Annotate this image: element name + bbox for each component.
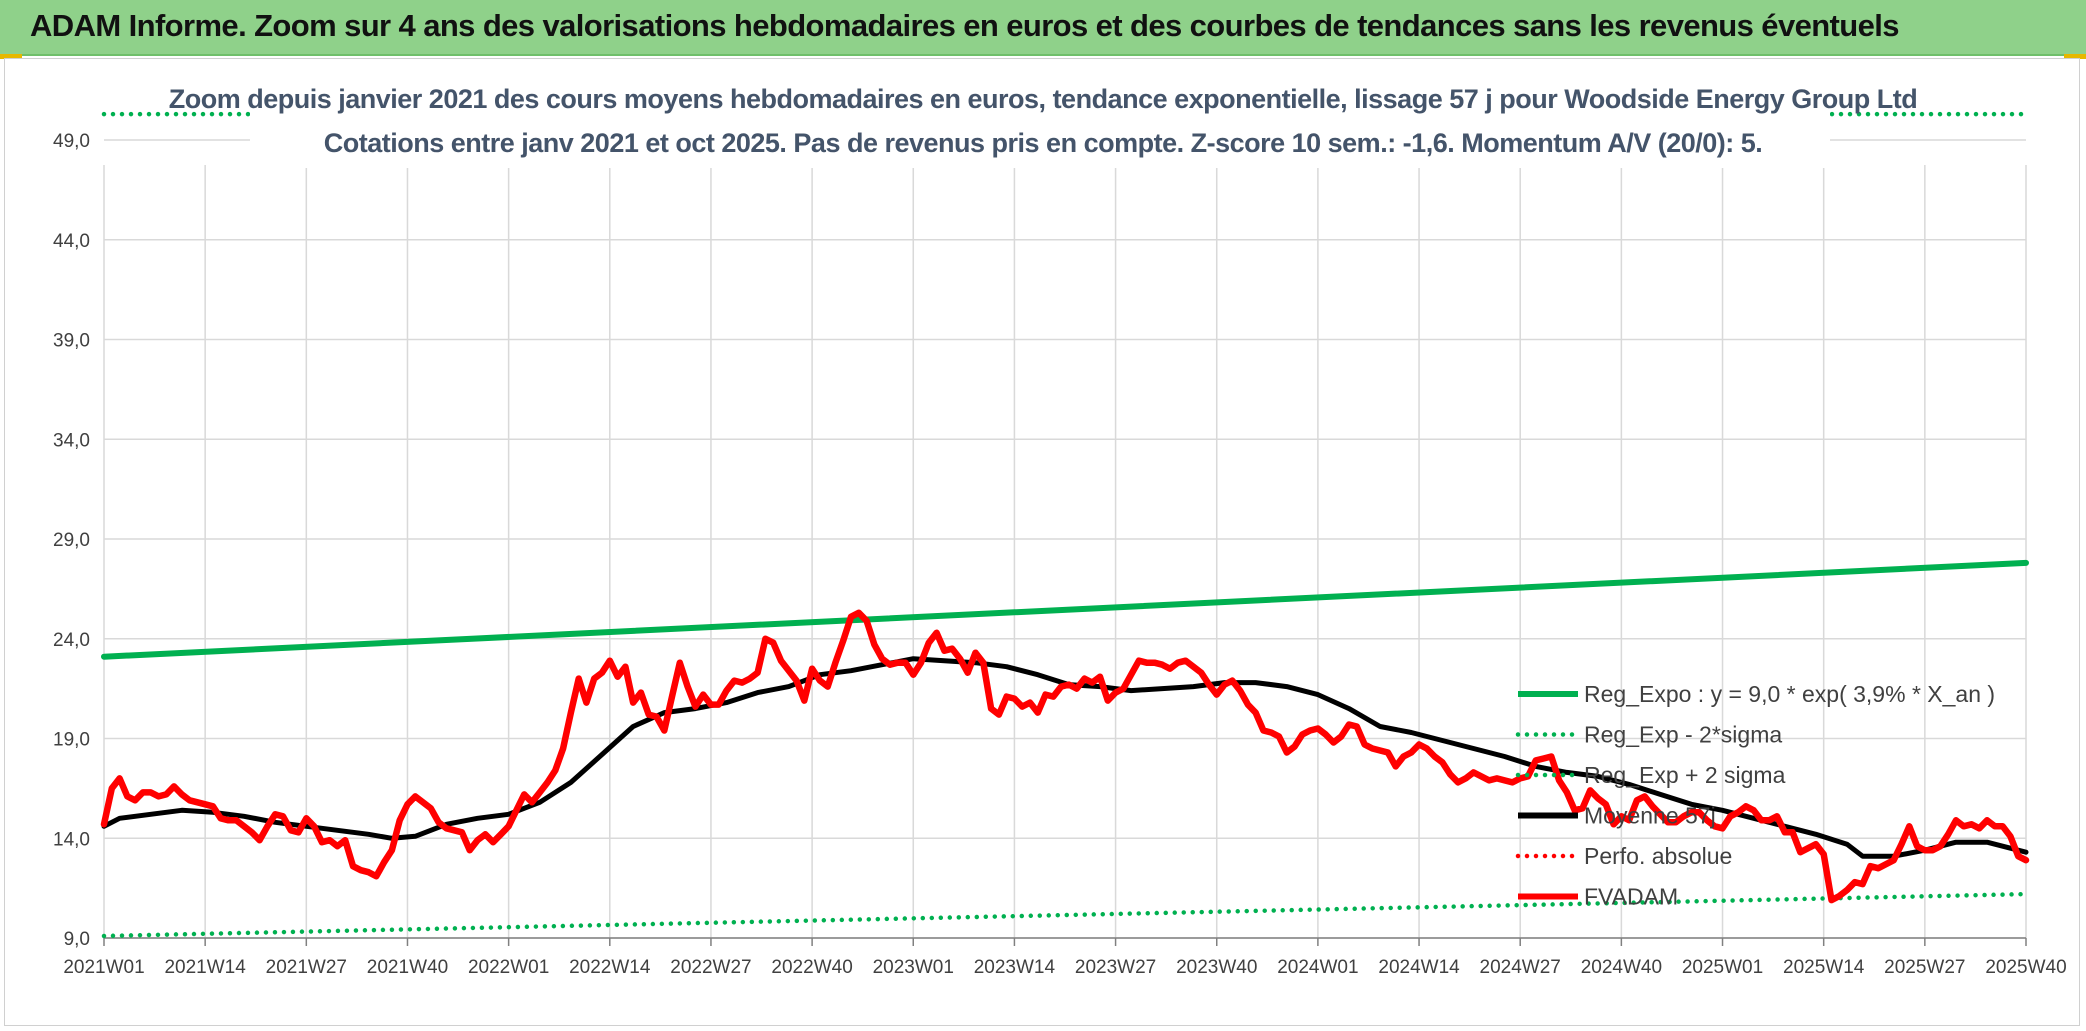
x-tick-label: 2025W14 bbox=[1783, 957, 1865, 978]
y-tick-label: 49,0 bbox=[53, 131, 90, 152]
y-axis-tick-labels: 9,0 14,0 19,0 24,0 29,0 34,0 39,0 44,0 49,0 bbox=[53, 131, 90, 950]
x-tick-label: 2024W27 bbox=[1480, 957, 1561, 978]
series-line-0 bbox=[101, 559, 2029, 660]
banner-accent-right bbox=[2064, 54, 2086, 59]
chart-title: Zoom depuis janvier 2021 des cours moyen… bbox=[168, 84, 1918, 114]
x-tick-label: 2024W14 bbox=[1378, 957, 1460, 978]
x-tick-label: 2022W40 bbox=[771, 957, 852, 978]
series-lines bbox=[100, 111, 2030, 939]
x-tick-label: 2024W40 bbox=[1581, 957, 1662, 978]
x-tick-label: 2022W14 bbox=[569, 957, 651, 978]
x-tick-label: 2021W01 bbox=[63, 957, 144, 978]
y-tick-label: 24,0 bbox=[53, 630, 90, 651]
y-tick-label: 29,0 bbox=[53, 530, 90, 551]
x-tick-label: 2025W01 bbox=[1682, 957, 1763, 978]
chart-frame bbox=[4, 58, 2080, 1026]
y-tick-label: 39,0 bbox=[53, 331, 90, 352]
series-line-5 bbox=[100, 609, 2030, 904]
x-tick-label: 2023W14 bbox=[974, 957, 1056, 978]
x-tick-label: 2021W40 bbox=[367, 957, 448, 978]
legend-label: Reg_Exp + 2 sigma bbox=[1584, 762, 1786, 788]
legend-label: FVADAM bbox=[1584, 884, 1678, 910]
y-tick-label: 44,0 bbox=[53, 231, 90, 252]
series-line-1 bbox=[101, 891, 2029, 939]
report-banner: ADAM Informe. Zoom sur 4 ans des valoris… bbox=[0, 0, 2086, 56]
x-tick-label: 2021W27 bbox=[266, 957, 347, 978]
x-tick-label: 2023W01 bbox=[873, 957, 954, 978]
title-backdrop bbox=[250, 76, 1830, 168]
x-tick-label: 2022W01 bbox=[468, 957, 549, 978]
y-tick-label: 19,0 bbox=[53, 730, 90, 751]
grid-lines bbox=[103, 139, 2027, 946]
y-tick-label: 14,0 bbox=[53, 829, 90, 850]
legend-label: Reg_Expo : y = 9,0 * exp( 3,9% * X_an ) bbox=[1584, 681, 1995, 707]
chart-subtitle: Cotations entre janv 2021 et oct 2025. P… bbox=[323, 128, 1763, 158]
x-tick-label: 2022W27 bbox=[670, 957, 751, 978]
series-line-3 bbox=[101, 656, 2029, 859]
y-tick-label: 34,0 bbox=[53, 430, 90, 451]
x-axis-tick-labels: 2021W01 2021W14 2021W27 2021W40 2022W01 2022W… bbox=[63, 957, 2066, 978]
y-tick-label: 9,0 bbox=[64, 929, 90, 950]
x-tick-label: 2023W27 bbox=[1075, 957, 1156, 978]
legend-label: Reg_Exp - 2*sigma bbox=[1584, 722, 1782, 748]
legend-label: Moyenne 57j bbox=[1584, 803, 1716, 829]
x-tick-label: 2024W01 bbox=[1277, 957, 1358, 978]
report-title: ADAM Informe. Zoom sur 4 ans des valoris… bbox=[30, 8, 1900, 43]
legend: Reg_Expo : y = 9,0 * exp( 3,9% * X_an ) R… bbox=[1515, 681, 1995, 910]
x-tick-label: 2025W40 bbox=[1985, 957, 2066, 978]
legend-label: Perfo. absolue bbox=[1584, 843, 1732, 869]
x-tick-label: 2023W40 bbox=[1176, 957, 1257, 978]
x-tick-label: 2025W27 bbox=[1884, 957, 1965, 978]
banner-accent-left bbox=[0, 54, 22, 59]
x-tick-label: 2021W14 bbox=[164, 957, 246, 978]
